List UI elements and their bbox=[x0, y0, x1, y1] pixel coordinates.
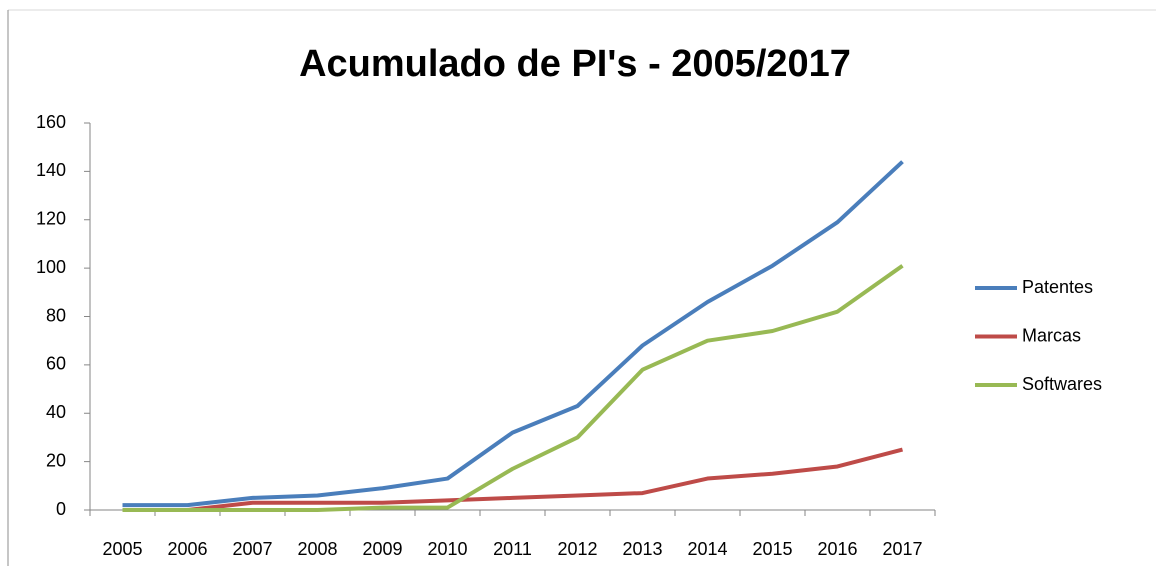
y-tick-label: 60 bbox=[46, 354, 66, 374]
x-tick-label: 2016 bbox=[817, 539, 857, 559]
x-tick-label: 2017 bbox=[882, 539, 922, 559]
x-tick-label: 2015 bbox=[752, 539, 792, 559]
y-tick-label: 140 bbox=[36, 160, 66, 180]
x-tick-label: 2007 bbox=[232, 539, 272, 559]
x-tick-label: 2014 bbox=[687, 539, 727, 559]
x-tick-label: 2012 bbox=[557, 539, 597, 559]
x-tick-label: 2011 bbox=[493, 539, 532, 559]
legend-label: Marcas bbox=[1022, 325, 1081, 345]
series-line bbox=[122, 160, 904, 508]
y-tick-label: 0 bbox=[56, 499, 66, 519]
y-tick-label: 160 bbox=[36, 112, 66, 132]
x-tick-label: 2005 bbox=[102, 539, 142, 559]
legend-label: Patentes bbox=[1022, 277, 1093, 297]
y-tick-label: 100 bbox=[36, 257, 66, 277]
x-tick-label: 2010 bbox=[427, 539, 467, 559]
legend-label: Softwares bbox=[1022, 374, 1102, 394]
y-tick-label: 20 bbox=[46, 450, 66, 470]
y-tick-label: 80 bbox=[46, 305, 66, 325]
x-tick-label: 2006 bbox=[167, 539, 207, 559]
y-tick-label: 40 bbox=[46, 402, 66, 422]
x-tick-label: 2009 bbox=[362, 539, 402, 559]
x-tick-label: 2008 bbox=[297, 539, 337, 559]
series-line bbox=[122, 264, 904, 512]
chart-title: Acumulado de PI's - 2005/2017 bbox=[299, 43, 851, 85]
y-tick-label: 120 bbox=[36, 209, 66, 229]
x-tick-label: 2013 bbox=[622, 539, 662, 559]
series-line bbox=[122, 447, 904, 512]
